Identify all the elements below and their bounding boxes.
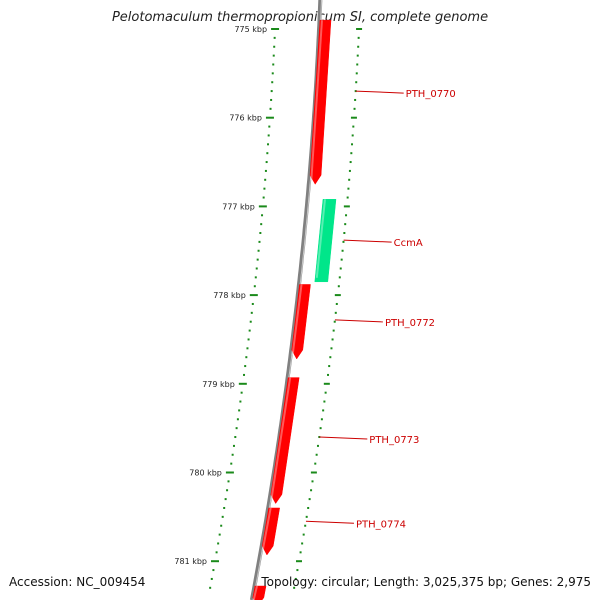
gene-arrow[interactable] xyxy=(252,585,267,600)
gene-label[interactable]: PTH_0774 xyxy=(356,519,406,530)
gene-label[interactable]: PTH_0773 xyxy=(369,435,419,446)
ruler-ticks-right xyxy=(293,28,363,589)
gene-arrow-shine xyxy=(252,585,258,600)
gene-arrow[interactable] xyxy=(270,377,300,505)
gene-arrow-shine xyxy=(291,284,303,356)
gene-labels: PTH_0770 CcmA PTH_0772 PTH_0773 PTH_0774 xyxy=(305,89,456,530)
backbone-highlight xyxy=(252,0,322,600)
backbone-line xyxy=(249,0,323,600)
tick-label: 780 kbp xyxy=(189,469,222,478)
accession-text: Accession: NC_009454 xyxy=(9,575,146,589)
gene-label-leader xyxy=(355,90,404,94)
gene-features xyxy=(252,19,337,600)
ruler-ticks-left: 775 kbp 776 kbp 777 kbp 778 kbp 779 kbp 780 k… xyxy=(174,25,280,589)
gene-arrow[interactable] xyxy=(291,284,311,360)
tick-label: 775 kbp xyxy=(234,25,267,34)
gene-label-leader xyxy=(343,239,392,243)
gene-label-leader xyxy=(334,319,383,323)
gene-arrow-shine xyxy=(310,20,323,181)
gene-arrow-shine xyxy=(315,199,326,278)
tick-label: 777 kbp xyxy=(222,202,255,211)
gene-arrow[interactable] xyxy=(261,507,280,556)
gene-label[interactable]: PTH_0770 xyxy=(406,89,456,100)
genome-backbone xyxy=(249,0,323,600)
tick-label: 779 kbp xyxy=(202,380,235,389)
gene-arrow-shine xyxy=(270,377,292,500)
gene-label-leader xyxy=(305,520,354,524)
gene-arrow-shine xyxy=(261,507,272,552)
gene-arrow[interactable] xyxy=(309,19,332,185)
gene-label[interactable]: CcmA xyxy=(394,238,423,249)
tick-label: 776 kbp xyxy=(229,114,262,123)
gene-label-leader xyxy=(319,436,368,440)
tick-label: 778 kbp xyxy=(213,291,246,300)
genome-summary-text: Topology: circular; Length: 3,025,375 bp… xyxy=(261,575,591,589)
gene-label[interactable]: PTH_0772 xyxy=(385,318,435,329)
gene-arrow[interactable] xyxy=(314,199,337,283)
genome-title: Pelotomaculum thermopropionicum SI, comp… xyxy=(111,10,489,25)
tick-label: 781 kbp xyxy=(174,557,207,566)
